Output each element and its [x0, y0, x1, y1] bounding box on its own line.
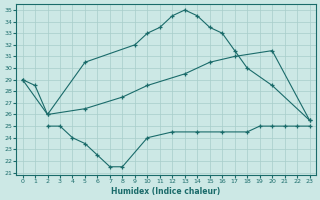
X-axis label: Humidex (Indice chaleur): Humidex (Indice chaleur) [111, 187, 221, 196]
